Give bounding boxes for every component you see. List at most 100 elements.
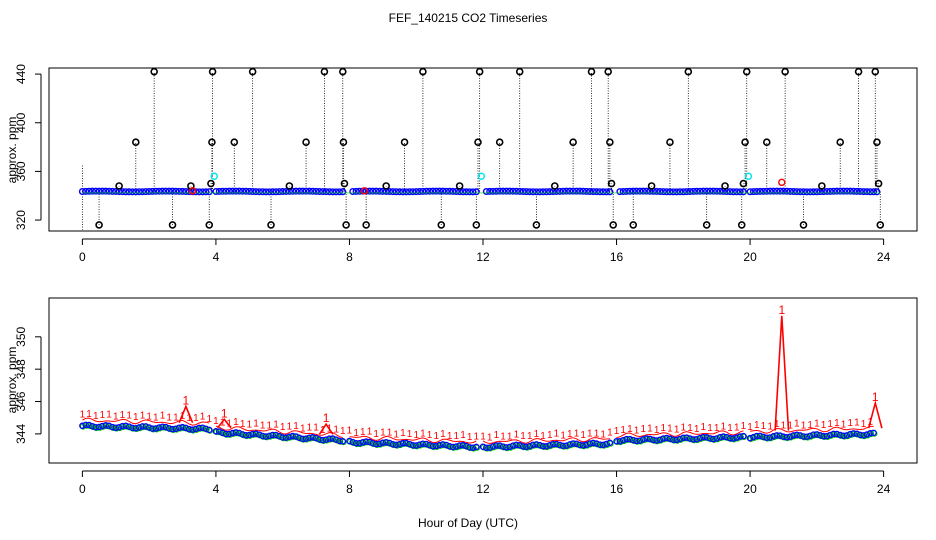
green-point <box>497 443 504 450</box>
baseline-point <box>406 188 414 196</box>
spike-marker <box>475 67 484 76</box>
blue-point <box>192 425 200 433</box>
red-series-label: 1 <box>727 423 733 434</box>
red-series-line <box>82 417 210 426</box>
spike-marker <box>267 221 275 229</box>
top-x-axis: 0 4 8 12 16 20 24 <box>79 238 891 264</box>
green-point <box>557 442 564 449</box>
green-point <box>110 424 117 431</box>
spike-marker <box>702 221 711 229</box>
spike-marker <box>742 67 751 76</box>
blue-point <box>429 442 437 450</box>
baseline-point <box>489 187 497 195</box>
blue-point <box>589 439 597 447</box>
blue-point <box>503 444 510 451</box>
bottom-y-axis-label: approx. ppm <box>5 347 19 414</box>
blue-point <box>379 439 387 446</box>
green-point <box>370 440 377 448</box>
blue-point <box>586 440 594 447</box>
green-point <box>514 442 521 449</box>
baseline-point <box>873 188 881 196</box>
baseline-point <box>753 188 761 196</box>
baseline-point <box>396 188 404 196</box>
baseline-point <box>579 187 587 195</box>
red-series-line <box>482 437 610 445</box>
blue-point <box>416 441 423 448</box>
baseline-point <box>105 187 113 195</box>
baseline-point <box>399 188 407 196</box>
green-point <box>707 436 714 443</box>
spike-marker <box>472 221 481 229</box>
baseline-point <box>803 188 811 196</box>
red-series-label: 1 <box>240 419 246 430</box>
red-series-label: 1 <box>787 421 793 432</box>
blue-point <box>676 435 684 443</box>
blue-point <box>713 435 720 442</box>
blue-point <box>112 424 120 432</box>
red-series-label: 1 <box>807 420 813 431</box>
baseline-point <box>422 187 430 195</box>
green-point <box>293 434 300 441</box>
baseline-point <box>112 187 120 195</box>
bot-y-tick-label: 348 <box>14 359 28 379</box>
green-point <box>103 422 110 430</box>
baseline-point <box>299 187 307 195</box>
green-point <box>777 433 785 440</box>
red-series-label: 1 <box>340 426 346 437</box>
spike-marker <box>739 179 748 188</box>
green-point <box>200 425 207 432</box>
baseline-point <box>352 187 360 195</box>
baseline-point <box>78 187 86 195</box>
blue-point <box>79 422 86 430</box>
top-x-tick-label: 12 <box>476 250 490 264</box>
baseline-point <box>676 188 684 196</box>
red-peak-label: 1 <box>872 390 879 404</box>
blue-point <box>246 431 253 439</box>
blue-point <box>806 432 814 440</box>
red-marker <box>778 178 786 187</box>
red-series-label: 1 <box>367 427 373 438</box>
blue-point <box>700 433 707 441</box>
blue-point <box>693 436 700 443</box>
baseline-point <box>840 187 848 195</box>
green-point <box>774 433 781 440</box>
red-series-label: 1 <box>280 422 286 433</box>
spike-marker <box>737 221 746 229</box>
blue-point <box>726 434 734 442</box>
blue-point <box>820 432 827 440</box>
blue-point <box>169 425 176 433</box>
red-series-label: 1 <box>353 428 359 439</box>
red-series-label: 1 <box>126 411 132 422</box>
blue-point <box>793 431 801 439</box>
blue-point <box>506 443 513 451</box>
baseline-point <box>355 187 363 195</box>
green-point <box>574 441 581 448</box>
baseline-point <box>292 187 300 195</box>
baseline-point <box>492 187 500 195</box>
blue-point <box>843 432 851 439</box>
blue-point <box>860 432 867 439</box>
baseline-point <box>159 187 167 195</box>
red-series-label: 1 <box>560 431 566 442</box>
blue-point <box>563 442 570 449</box>
green-point <box>220 430 227 437</box>
baseline-point <box>863 188 871 196</box>
baseline-point <box>235 187 243 195</box>
blue-point <box>643 435 650 442</box>
red-series-label: 1 <box>774 419 780 430</box>
green-point <box>206 427 214 434</box>
blue-point <box>306 434 313 441</box>
red-series-label: 1 <box>660 423 666 434</box>
blue-point <box>660 435 667 442</box>
green-point <box>440 442 447 449</box>
baseline-point <box>502 187 510 195</box>
bot-x-tick-label: 20 <box>743 482 757 496</box>
baseline-point <box>132 188 140 196</box>
spike-marker <box>532 221 541 229</box>
spike-marker <box>338 67 347 76</box>
red-series-label: 1 <box>313 423 319 434</box>
red-series-label: 1 <box>607 427 613 438</box>
spike-marker <box>606 138 614 147</box>
green-point <box>467 445 474 452</box>
red-series-label: 1 <box>186 413 192 424</box>
